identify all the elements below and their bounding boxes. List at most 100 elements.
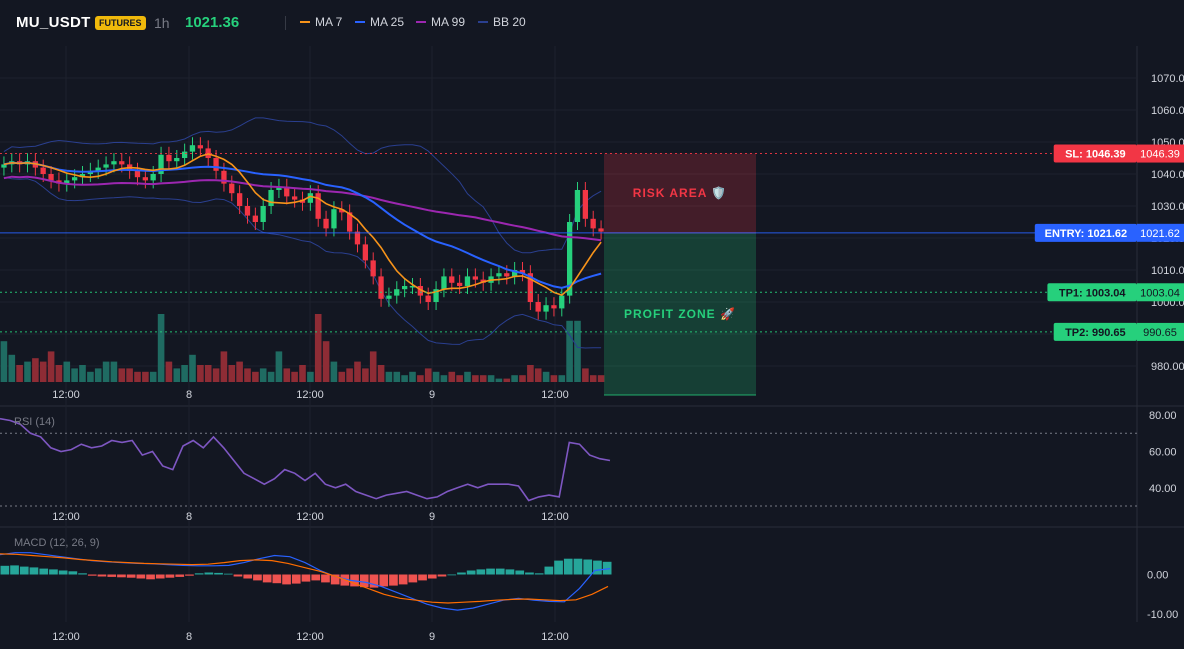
rsi-tick-label: 80.00: [1149, 410, 1177, 422]
candle-body: [331, 209, 337, 229]
rsi-pane[interactable]: RSI (14): [0, 416, 1137, 507]
price-tick-label: 1060.00: [1151, 105, 1184, 117]
price-tick-label: 980.00: [1151, 361, 1184, 373]
volume-bar: [173, 368, 181, 382]
volume-bar: [259, 368, 267, 382]
volume-bar: [16, 365, 23, 382]
volume-bar: [118, 368, 126, 382]
legend-ma25[interactable]: MA 25: [355, 15, 404, 29]
volume-bar: [47, 351, 55, 382]
candle-body: [323, 218, 329, 229]
legend-ma7-swatch: [300, 21, 310, 23]
bb-upper: [3, 117, 602, 254]
futures-badge: FUTURES: [95, 16, 146, 30]
volume-bar: [377, 365, 385, 382]
time-tick-label: 12:00: [541, 511, 569, 523]
macd-histogram-bar: [155, 574, 165, 579]
candle-body: [182, 151, 188, 158]
volume-bar: [322, 341, 330, 382]
level-price-label: 1021.62: [1140, 228, 1180, 240]
macd-histogram-bar: [321, 574, 330, 583]
volume-bar: [204, 365, 212, 382]
candle-body: [95, 167, 101, 171]
price-axis[interactable]: 1070.001060.001050.001040.001030.001020.…: [52, 73, 1184, 643]
volume-bar: [432, 371, 440, 382]
volume-bar: [244, 368, 251, 382]
candle-body: [464, 276, 471, 286]
macd-pane[interactable]: MACD (12, 26, 9): [0, 537, 612, 611]
level-price-label: 990.65: [1143, 327, 1177, 339]
level-tag-bg: [1053, 144, 1137, 163]
macd-histogram-bar: [97, 574, 107, 577]
legend-ma25-label: MA 25: [370, 15, 405, 29]
candle-body: [519, 270, 526, 274]
macd-histogram-bar: [534, 573, 544, 575]
volume-bar: [503, 378, 511, 382]
price-pane[interactable]: RISK AREA 🛡️ PROFIT ZONE 🚀: [0, 117, 1137, 396]
macd-histogram-bar: [194, 573, 204, 575]
volume-bar: [236, 361, 243, 382]
volume-bar: [534, 368, 542, 382]
level-tag-label: ENTRY: 1021.62: [1045, 228, 1128, 240]
level-tag: SL: 1046.39: [1053, 144, 1137, 163]
macd-histogram-bar: [359, 574, 369, 588]
candle-body: [409, 286, 416, 288]
time-tick-label: 12:00: [541, 631, 569, 643]
volume-bar: [362, 368, 369, 382]
candle-body: [449, 276, 455, 283]
time-tick-label: 12:00: [541, 389, 569, 401]
volume-bar: [165, 361, 173, 382]
volume-bar: [574, 320, 581, 382]
candle-body: [347, 212, 353, 232]
time-tick-label: 9: [429, 511, 435, 523]
symbol-title[interactable]: MU_USDT: [16, 14, 91, 31]
ma99-line: [3, 175, 602, 242]
time-tick-label: 12:00: [296, 631, 324, 643]
macd-histogram-bar: [272, 574, 282, 584]
legend-bb20[interactable]: BB 20: [478, 15, 526, 29]
risk-zone-label: RISK AREA 🛡️: [633, 186, 727, 200]
grid-lines: [0, 46, 1184, 622]
legend-ma99[interactable]: MA 99: [416, 15, 465, 29]
macd-histogram-bar: [78, 573, 87, 575]
volume-bar: [401, 375, 408, 382]
macd-histogram-bar: [515, 570, 525, 575]
macd-histogram-bar: [68, 571, 78, 575]
candle-body: [213, 158, 219, 171]
volume-bar: [487, 375, 495, 382]
macd-histogram-bar: [330, 574, 340, 585]
volume-bar: [582, 368, 589, 382]
volume-bar: [519, 375, 526, 382]
macd-histogram-bar: [214, 572, 223, 575]
candle-body: [354, 231, 361, 245]
candle-body: [527, 273, 533, 302]
macd-histogram-bar: [107, 574, 117, 577]
volume-bar: [79, 365, 86, 382]
volume-bar: [417, 375, 424, 382]
volume-bar: [307, 371, 314, 382]
macd-signal-line: [0, 553, 609, 604]
volume-bar: [157, 314, 165, 382]
macd-histogram-bar: [427, 574, 437, 579]
macd-histogram-bar: [301, 574, 311, 582]
macd-histogram-bar: [253, 574, 262, 581]
legend-ma99-swatch: [416, 21, 426, 23]
candle-body: [1, 164, 7, 168]
volume-bar: [197, 365, 204, 382]
volume-bar: [338, 371, 346, 382]
level-tag-label: TP1: 1003.04: [1059, 287, 1127, 299]
volume-bar: [8, 354, 16, 382]
timeframe-label[interactable]: 1h: [154, 15, 170, 31]
volume-bar: [346, 368, 353, 382]
macd-histogram-bar: [233, 574, 243, 577]
time-tick-label: 8: [186, 511, 192, 523]
macd-histogram-bar: [117, 574, 126, 578]
legend-ma7[interactable]: MA 7: [300, 15, 342, 29]
candle-body: [598, 228, 604, 232]
macd-histogram-bar: [136, 574, 146, 579]
volume-bar: [252, 371, 259, 382]
candle-body: [197, 145, 203, 149]
candle-body: [582, 190, 588, 219]
macd-histogram-bar: [10, 565, 19, 575]
